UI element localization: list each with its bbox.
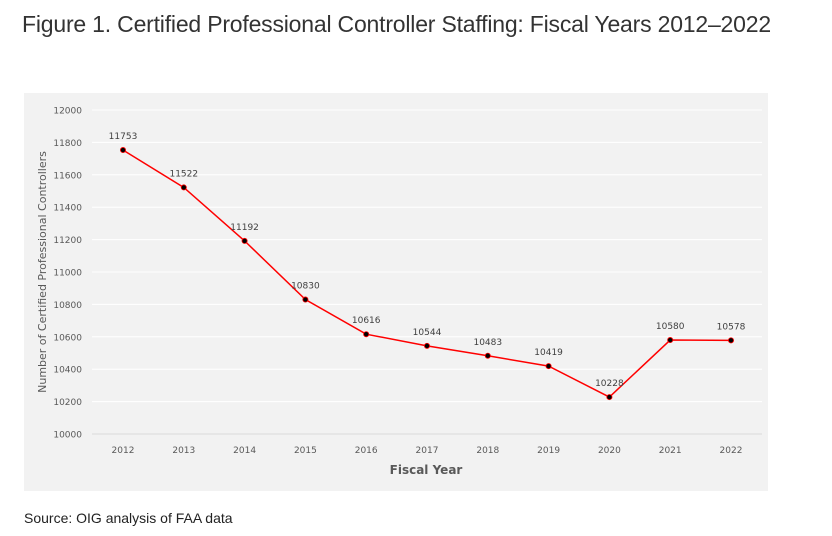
data-label: 11522 xyxy=(169,169,198,179)
y-tick-label: 10800 xyxy=(53,301,82,311)
x-tick-label: 2017 xyxy=(416,446,439,456)
x-tick-label: 2019 xyxy=(537,446,560,456)
data-point xyxy=(363,331,370,338)
x-tick-label: 2018 xyxy=(476,446,499,456)
data-label: 10580 xyxy=(656,322,685,332)
x-tick-label: 2015 xyxy=(294,446,317,456)
data-point xyxy=(545,363,552,370)
data-label: 10483 xyxy=(473,338,502,348)
data-label: 10830 xyxy=(291,282,320,292)
y-tick-label: 10000 xyxy=(53,431,82,441)
y-tick-label: 10400 xyxy=(53,366,82,376)
data-point xyxy=(423,342,430,349)
data-point xyxy=(180,184,187,191)
y-tick-label: 10600 xyxy=(53,333,82,343)
data-point xyxy=(484,352,491,359)
data-label: 11192 xyxy=(230,223,259,233)
data-point xyxy=(241,237,248,244)
data-point xyxy=(667,337,674,344)
data-label: 10544 xyxy=(413,328,442,338)
y-tick-label: 12000 xyxy=(53,107,82,117)
x-tick-label: 2012 xyxy=(112,446,135,456)
data-label: 11753 xyxy=(109,132,138,142)
source-note: Source: OIG analysis of FAA data xyxy=(24,510,233,526)
x-axis-label: Fiscal Year xyxy=(390,463,463,477)
data-point xyxy=(728,337,735,344)
data-label: 10616 xyxy=(352,316,381,326)
y-tick-label: 11000 xyxy=(53,269,82,279)
x-tick-label: 2020 xyxy=(598,446,621,456)
data-point xyxy=(302,296,309,303)
data-point xyxy=(606,394,613,401)
data-point xyxy=(120,147,127,154)
chart-background xyxy=(24,93,768,491)
y-tick-label: 11600 xyxy=(53,171,82,181)
data-label: 10578 xyxy=(717,322,746,332)
x-tick-label: 2013 xyxy=(172,446,195,456)
line-chart: 10000 10200 10400 10600 10800 11000 11200 11400… xyxy=(24,93,768,491)
y-tick-label: 10200 xyxy=(53,398,82,408)
x-tick-label: 2021 xyxy=(659,446,682,456)
data-label: 10228 xyxy=(595,379,624,389)
data-label: 10419 xyxy=(534,348,563,358)
x-tick-label: 2022 xyxy=(720,446,743,456)
x-tick-label: 2016 xyxy=(355,446,378,456)
y-tick-label: 11400 xyxy=(53,204,82,214)
x-tick-label: 2014 xyxy=(233,446,256,456)
y-axis-label: Number of Certified Professional Control… xyxy=(36,151,49,393)
y-tick-label: 11800 xyxy=(53,139,82,149)
figure-title: Figure 1. Certified Professional Control… xyxy=(22,11,771,37)
y-tick-label: 11200 xyxy=(53,236,82,246)
